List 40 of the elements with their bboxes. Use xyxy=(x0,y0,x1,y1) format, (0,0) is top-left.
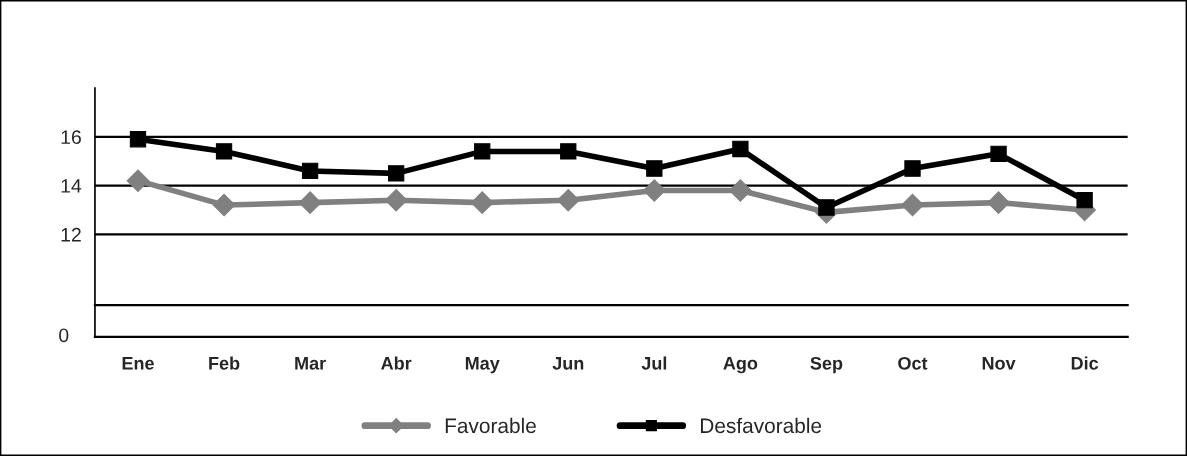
x-tick-label: Feb xyxy=(209,356,240,370)
point xyxy=(298,191,322,214)
point xyxy=(388,165,405,182)
point xyxy=(990,145,1007,163)
point xyxy=(901,193,924,217)
y-tick-label: 12 xyxy=(61,227,81,242)
point xyxy=(732,140,749,158)
point xyxy=(301,162,319,180)
point xyxy=(1076,192,1093,209)
y-tick-label: 14 xyxy=(61,179,82,193)
text: 0 xyxy=(59,328,69,343)
x-tick-label: Jun xyxy=(552,357,584,370)
point xyxy=(129,131,147,148)
x-tick-label: Oct xyxy=(898,356,928,370)
point xyxy=(474,143,491,160)
point xyxy=(643,179,666,202)
x-tick-label: Mar xyxy=(295,357,326,370)
point xyxy=(212,193,236,217)
point xyxy=(556,188,580,212)
point xyxy=(987,191,1010,214)
x-tick-label: Abr xyxy=(381,356,412,370)
x-tick-label: Dic xyxy=(1071,356,1099,370)
x-tick-label: Jul xyxy=(641,356,667,370)
x-tick-label: May xyxy=(465,357,500,374)
legend-label: Desfavorable xyxy=(700,417,822,434)
point xyxy=(215,143,233,160)
x-tick-label: Ene xyxy=(122,357,154,370)
point xyxy=(560,143,577,160)
x-tick-label: Ago xyxy=(723,357,758,374)
point xyxy=(384,188,408,212)
point xyxy=(904,160,921,177)
legend-label: Favorable xyxy=(445,417,536,434)
y-tick-label: 16 xyxy=(61,130,81,145)
point xyxy=(470,191,494,214)
point xyxy=(126,169,150,193)
x-tick-label: Nov xyxy=(982,357,1016,370)
point xyxy=(646,160,663,177)
point xyxy=(729,179,752,202)
point xyxy=(818,199,835,216)
x-tick-label: Sep xyxy=(810,356,843,374)
